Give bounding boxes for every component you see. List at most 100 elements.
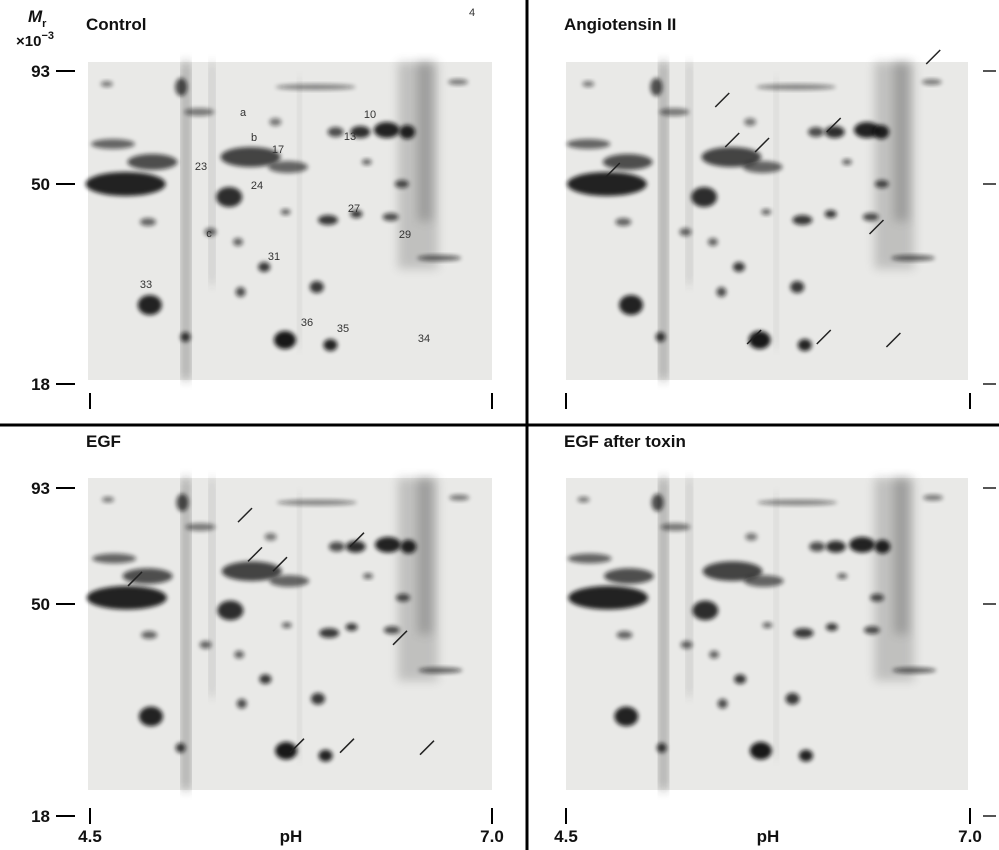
- ph-label: pH: [280, 827, 303, 846]
- arrow: [605, 162, 621, 178]
- protein-spot: [394, 180, 409, 188]
- arrow: [127, 571, 143, 587]
- gel-panel: [566, 478, 968, 790]
- protein-spot: [566, 139, 611, 149]
- streak: [298, 493, 301, 759]
- panel-title: Angiotensin II: [564, 15, 676, 34]
- mw-tick-label: 50: [31, 595, 50, 614]
- protein-spot: [717, 698, 728, 709]
- mr-scale: ×10−3: [16, 30, 54, 50]
- arrow: [714, 92, 730, 108]
- protein-spot: [799, 749, 813, 762]
- protein-spot: [568, 585, 648, 610]
- streak: [687, 62, 692, 285]
- protein-spot: [790, 281, 805, 293]
- protein-spot: [732, 262, 745, 272]
- protein-spot: [269, 118, 282, 126]
- protein-spot: [175, 78, 188, 96]
- protein-spot: [709, 650, 720, 659]
- protein-spot: [792, 215, 813, 225]
- spot-label: b: [251, 132, 257, 144]
- protein-spot: [127, 154, 178, 170]
- protein-spot: [92, 553, 137, 564]
- arrow: [247, 546, 263, 562]
- protein-spot: [275, 84, 356, 90]
- protein-spot: [853, 122, 880, 138]
- protein-spot: [258, 262, 271, 272]
- protein-spot: [311, 692, 325, 705]
- protein-spot: [870, 593, 885, 602]
- protein-spot: [345, 540, 366, 553]
- ph-label: pH: [757, 827, 780, 846]
- streak: [687, 478, 692, 697]
- streak: [418, 62, 432, 221]
- protein-spot: [921, 79, 942, 85]
- arrow: [826, 117, 842, 133]
- protein-spot: [602, 154, 653, 170]
- protein-spot: [716, 287, 727, 297]
- protein-spot: [323, 339, 338, 351]
- mr-exponent: −3: [41, 30, 54, 42]
- arrow: [339, 738, 355, 754]
- protein-spot: [281, 622, 292, 629]
- arrow: [746, 329, 762, 345]
- protein-spot: [743, 575, 784, 587]
- spot-label: 10: [364, 109, 376, 121]
- protein-spot: [567, 172, 647, 196]
- protein-spot: [102, 496, 114, 503]
- protein-spot: [749, 741, 772, 760]
- protein-spot: [567, 553, 612, 564]
- spot-label: 4: [469, 7, 475, 19]
- protein-spot: [373, 122, 400, 138]
- arrow: [885, 332, 901, 348]
- protein-spot: [350, 126, 371, 138]
- protein-spot: [582, 81, 595, 87]
- protein-spot: [659, 108, 690, 116]
- protein-spot: [655, 332, 666, 342]
- protein-spot: [891, 255, 935, 261]
- mr-label: Mr: [28, 7, 47, 30]
- protein-spot: [619, 295, 644, 315]
- protein-spot: [274, 331, 296, 349]
- spot-label: 36: [301, 317, 313, 329]
- mw-tick-label: 18: [31, 375, 50, 394]
- protein-spot: [873, 125, 890, 139]
- mw-tick-label: 93: [31, 479, 50, 498]
- protein-spot: [220, 147, 281, 167]
- protein-spot: [691, 187, 718, 207]
- protein-spot: [650, 78, 663, 96]
- spot-label: c: [206, 228, 212, 240]
- panel-title: Control: [86, 15, 146, 34]
- protein-spot: [449, 494, 470, 501]
- protein-spot: [761, 209, 772, 215]
- protein-spot: [185, 523, 216, 531]
- mr-subscript: r: [42, 18, 47, 30]
- gel-panel: [566, 49, 968, 380]
- protein-spot: [264, 532, 277, 541]
- protein-spot: [785, 692, 800, 705]
- arrow: [724, 132, 740, 148]
- protein-spot: [797, 339, 812, 351]
- protein-spot: [745, 532, 758, 541]
- arrow: [868, 219, 885, 235]
- protein-spot: [577, 496, 590, 503]
- ph-tick-label: 4.5: [78, 827, 102, 846]
- protein-spot: [399, 125, 416, 139]
- streak: [418, 478, 432, 634]
- protein-spot: [701, 147, 762, 167]
- protein-spot: [862, 213, 879, 221]
- mr-scale-text: ×10: [16, 33, 41, 50]
- protein-spot: [748, 331, 771, 349]
- ph-tick-label: 7.0: [480, 827, 504, 846]
- spot-label: 29: [399, 229, 411, 241]
- arrow: [925, 49, 941, 65]
- arrow: [237, 507, 253, 523]
- streak: [894, 478, 909, 634]
- protein-spot: [140, 218, 156, 226]
- spot-label: 33: [140, 279, 152, 291]
- protein-spot: [204, 228, 217, 236]
- protein-spot: [199, 640, 212, 649]
- protein-spot: [660, 523, 691, 531]
- protein-spot: [874, 539, 891, 554]
- protein-spot: [345, 623, 358, 632]
